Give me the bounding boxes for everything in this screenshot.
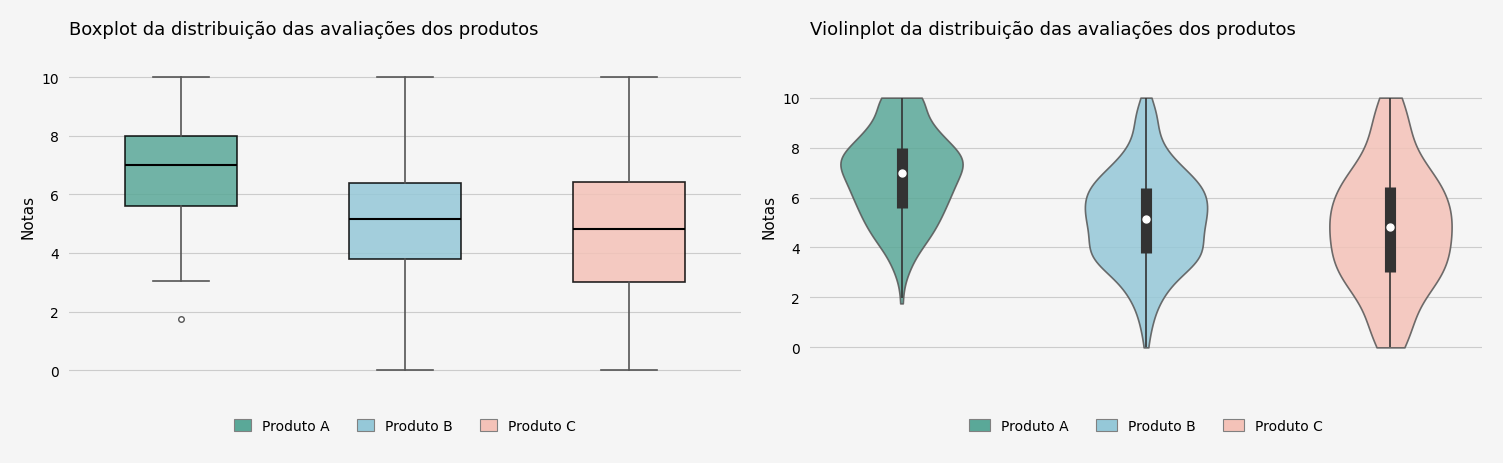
PathPatch shape [573,182,685,282]
PathPatch shape [349,184,461,260]
Point [1378,224,1402,232]
Text: Boxplot da distribuição das avaliações dos produtos: Boxplot da distribuição das avaliações d… [69,21,538,39]
Y-axis label: Notas: Notas [762,195,777,239]
Legend: Produto A, Produto B, Produto C: Produto A, Produto B, Produto C [963,413,1329,438]
PathPatch shape [125,136,237,207]
Point [890,170,914,177]
Text: Violinplot da distribuição das avaliações dos produtos: Violinplot da distribuição das avaliaçõe… [810,21,1296,39]
Legend: Produto A, Produto B, Produto C: Produto A, Produto B, Produto C [228,413,582,438]
Point [1133,215,1157,223]
Y-axis label: Notas: Notas [21,195,36,239]
